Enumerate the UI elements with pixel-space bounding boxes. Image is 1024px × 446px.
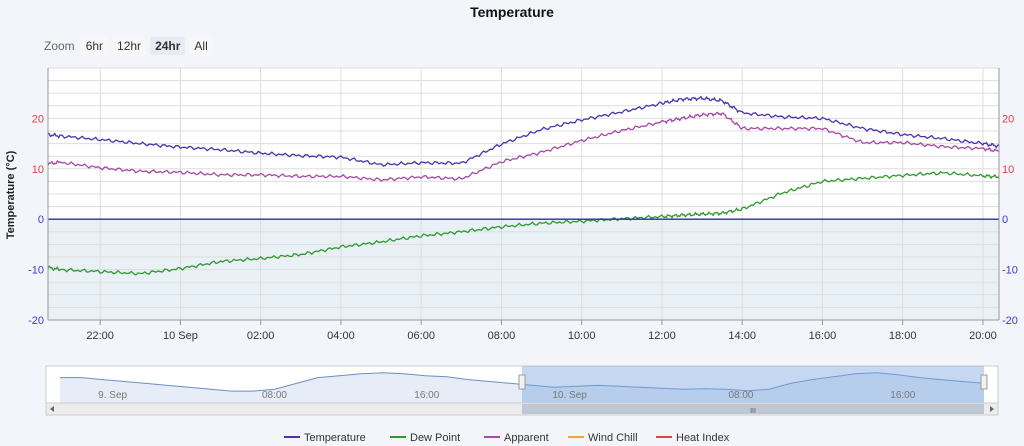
scrollbar-thumb (522, 404, 984, 414)
legend-item-wind-chill: Wind Chill (588, 432, 638, 444)
x-tick-label: 04:00 (327, 330, 355, 342)
y-tick-label-left: 0 (38, 214, 44, 226)
axes: -20 -20 -10 -10 0 0 10 10 20 20 22:00 10 Sep 02:00 04… (28, 68, 1018, 342)
x-tick-label: 10:00 (568, 330, 596, 342)
legend-item-apparent: Apparent (504, 432, 549, 444)
x-tick-label: 18:00 (889, 330, 917, 342)
navigator-tick-label: 10. Sep (552, 390, 587, 401)
series-line-apparent (47, 111, 999, 182)
scroll-right-arrow-icon (990, 406, 994, 412)
navigator-handle-left (518, 374, 526, 390)
navigator-tick-label: 08:00 (728, 390, 753, 401)
scrollbar-grip: III (750, 408, 756, 415)
navigator[interactable]: 9. Sep 08:00 16:00 10. Sep 08:00 16:00 III (45, 365, 999, 416)
x-tick-label: 20:00 (969, 330, 997, 342)
grid-lines (48, 67, 999, 321)
y-tick-label-left: 10 (32, 164, 44, 176)
y-tick-label-right: 10 (1002, 164, 1014, 176)
legend-item-dew-point: Dew Point (410, 432, 460, 444)
zoom-controls: Zoom 6hr 12hr 24hr All (44, 37, 217, 55)
zoom-all-button[interactable]: All (189, 37, 213, 55)
legend: Temperature Dew Point Apparent Wind Chill He… (284, 432, 730, 444)
y-axis-title: Temperature (°C) (5, 150, 17, 239)
navigator-tick-label: 9. Sep (98, 390, 127, 401)
navigator-tick-label: 16:00 (890, 390, 915, 401)
scroll-left-arrow-icon (50, 406, 54, 412)
x-tick-label: 22:00 (86, 330, 114, 342)
x-tick-label: 06:00 (407, 330, 435, 342)
navigator-handle-right (980, 374, 988, 390)
chart-title: Temperature (470, 4, 554, 20)
y-tick-label-left: -20 (28, 315, 44, 327)
y-tick-label-right: -10 (1002, 265, 1018, 277)
y-tick-label-left: 20 (32, 113, 44, 125)
x-tick-label: 16:00 (809, 330, 837, 342)
x-tick-label: 10 Sep (163, 330, 198, 342)
zoom-6hr-button[interactable]: 6hr (80, 37, 109, 55)
y-tick-label-right: -20 (1002, 315, 1018, 327)
legend-item-heat-index: Heat Index (676, 432, 730, 444)
x-tick-label: 02:00 (247, 330, 275, 342)
x-tick-label: 12:00 (648, 330, 676, 342)
navigator-tick-label: 08:00 (262, 390, 287, 401)
series-line-dew-point (47, 171, 1000, 276)
x-tick-label: 08:00 (488, 330, 516, 342)
zoom-24hr-button[interactable]: 24hr (150, 37, 186, 55)
zoom-label: Zoom (44, 39, 75, 53)
series-layer (47, 95, 1000, 276)
y-tick-label-left: -10 (28, 265, 44, 277)
x-tick-label: 14:00 (728, 330, 756, 342)
y-tick-label-right: 0 (1002, 214, 1008, 226)
series-line-temperature (47, 95, 1000, 167)
legend-item-temperature: Temperature (304, 432, 366, 444)
y-tick-label-right: 20 (1002, 113, 1014, 125)
navigator-tick-label: 16:00 (414, 390, 439, 401)
navigator-selected-range (522, 366, 984, 403)
zoom-12hr-button[interactable]: 12hr (112, 37, 147, 55)
